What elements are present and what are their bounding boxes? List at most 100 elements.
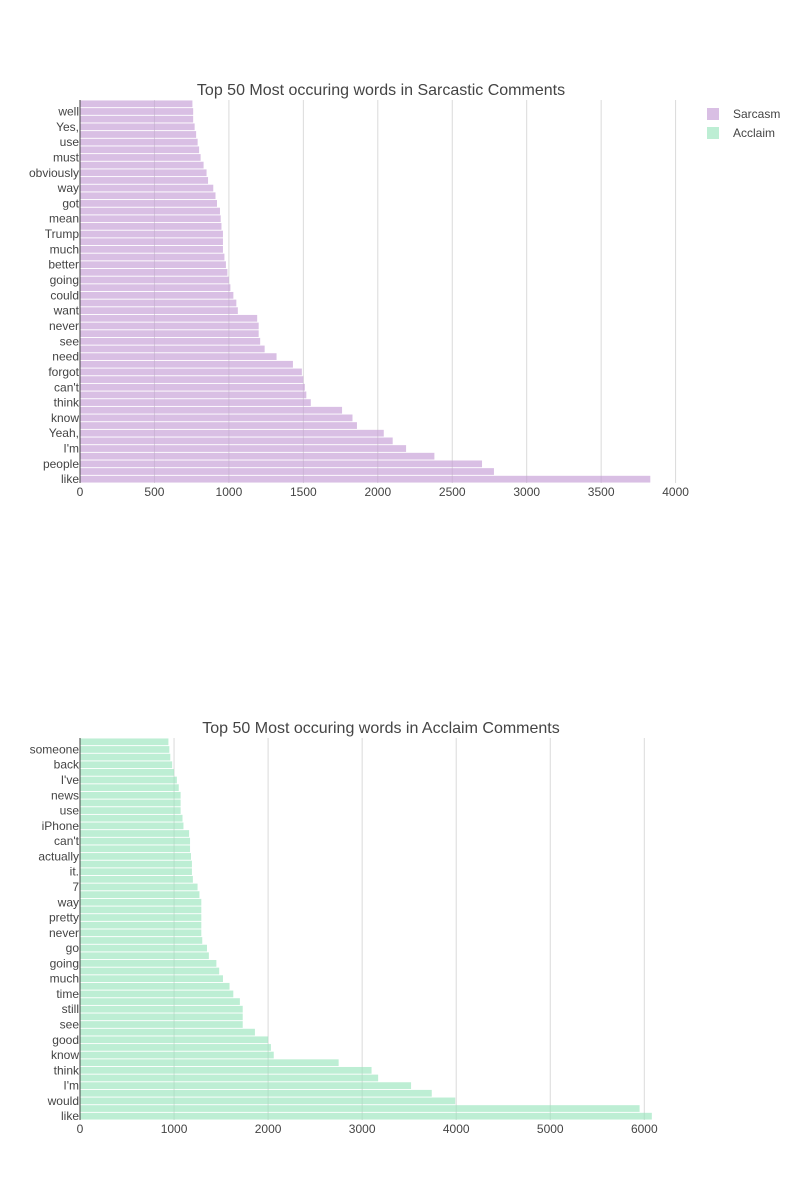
bar bbox=[80, 837, 191, 845]
bar bbox=[80, 845, 191, 853]
bar bbox=[80, 898, 202, 906]
bar bbox=[80, 1082, 412, 1089]
bar bbox=[80, 914, 202, 921]
x-tick-label: 3500 bbox=[588, 485, 615, 499]
bar bbox=[80, 1105, 640, 1112]
y-tick-label: Yes, bbox=[56, 120, 79, 134]
bar bbox=[80, 177, 209, 184]
bar bbox=[80, 921, 202, 929]
bar bbox=[80, 822, 184, 830]
bar bbox=[80, 115, 194, 123]
bar bbox=[80, 868, 192, 876]
x-tick-label: 0 bbox=[77, 485, 84, 499]
bar bbox=[80, 791, 181, 799]
bar bbox=[80, 368, 302, 376]
bar bbox=[80, 906, 202, 914]
y-tick-label: Yeah, bbox=[49, 426, 79, 440]
bar bbox=[80, 952, 209, 960]
y-tick-label: back bbox=[54, 758, 80, 772]
bar bbox=[80, 200, 217, 207]
bar bbox=[80, 1051, 274, 1059]
bar bbox=[80, 422, 357, 429]
bar bbox=[80, 100, 193, 108]
bar bbox=[80, 960, 217, 967]
y-tick-label: I'm bbox=[63, 1079, 79, 1093]
bar bbox=[80, 184, 214, 192]
bar bbox=[80, 108, 194, 115]
bar bbox=[80, 1097, 456, 1105]
bar bbox=[80, 830, 190, 837]
bar bbox=[80, 776, 177, 784]
legend: Sarcasm Acclaim bbox=[707, 107, 780, 140]
bar bbox=[80, 1074, 379, 1082]
y-tick-label: way bbox=[57, 895, 79, 909]
y-tick-label: obviously bbox=[29, 166, 79, 180]
bar bbox=[80, 853, 191, 860]
y-tick-label: still bbox=[62, 1002, 79, 1016]
bar bbox=[80, 799, 181, 807]
bars bbox=[80, 738, 652, 1120]
y-tick-label: I've bbox=[61, 773, 80, 787]
bar bbox=[80, 406, 343, 414]
y-tick-label: want bbox=[53, 304, 80, 318]
y-tick-label: use bbox=[60, 804, 80, 818]
x-tick-label: 2000 bbox=[255, 1122, 282, 1136]
x-tick-label: 1500 bbox=[290, 485, 317, 499]
bar bbox=[80, 883, 198, 891]
bar bbox=[80, 753, 171, 761]
bar bbox=[80, 1059, 339, 1067]
bar bbox=[80, 291, 234, 299]
y-tick-label: got bbox=[62, 196, 79, 210]
x-tick-label: 4000 bbox=[443, 1122, 470, 1136]
bar bbox=[80, 238, 223, 246]
bar bbox=[80, 376, 304, 383]
bar bbox=[80, 246, 223, 253]
bar bbox=[80, 1044, 271, 1051]
y-tick-label: would bbox=[47, 1094, 79, 1108]
chart-title: Top 50 Most occuring words in Sarcastic … bbox=[197, 82, 565, 99]
y-tick-label: mean bbox=[49, 212, 79, 226]
bar bbox=[80, 1089, 432, 1097]
bar bbox=[80, 399, 311, 406]
y-tick-label: see bbox=[60, 334, 80, 348]
bar bbox=[80, 1066, 372, 1074]
bar bbox=[80, 154, 201, 161]
x-tick-label: 0 bbox=[77, 1122, 84, 1136]
bar bbox=[80, 814, 183, 822]
y-tick-label: pretty bbox=[49, 911, 79, 925]
y-tick-label: know bbox=[51, 411, 79, 425]
y-tick-label: going bbox=[50, 956, 79, 970]
y-tick-label: think bbox=[54, 1063, 80, 1077]
x-tick-label: 6000 bbox=[631, 1122, 658, 1136]
bar bbox=[80, 746, 170, 753]
x-tick-label: 3000 bbox=[349, 1122, 376, 1136]
bar bbox=[80, 360, 293, 368]
y-tick-label: someone bbox=[30, 742, 80, 756]
x-tick-label: 1000 bbox=[161, 1122, 188, 1136]
bar bbox=[80, 131, 197, 138]
y-tick-label: news bbox=[51, 788, 79, 802]
bar bbox=[80, 875, 193, 883]
y-tick-label: can't bbox=[54, 834, 80, 848]
bar bbox=[80, 253, 225, 261]
y-tick-label: going bbox=[50, 273, 79, 287]
bar bbox=[80, 322, 259, 330]
bar bbox=[80, 1005, 243, 1013]
bar bbox=[80, 414, 353, 422]
y-tick-label: see bbox=[60, 1018, 80, 1032]
bar bbox=[80, 161, 204, 169]
bar bbox=[80, 345, 265, 353]
bar bbox=[80, 975, 223, 983]
bar bbox=[80, 460, 483, 468]
y-tick-label: well bbox=[57, 104, 79, 118]
y-tick-label: think bbox=[54, 396, 80, 410]
bar bbox=[80, 284, 231, 292]
bar bbox=[80, 307, 238, 315]
y-tick-label: time bbox=[56, 987, 79, 1001]
y-tick-label: use bbox=[60, 135, 80, 149]
y-tick-label: like bbox=[61, 1109, 79, 1123]
bar bbox=[80, 146, 200, 154]
bar bbox=[80, 330, 259, 337]
bar bbox=[80, 261, 226, 269]
